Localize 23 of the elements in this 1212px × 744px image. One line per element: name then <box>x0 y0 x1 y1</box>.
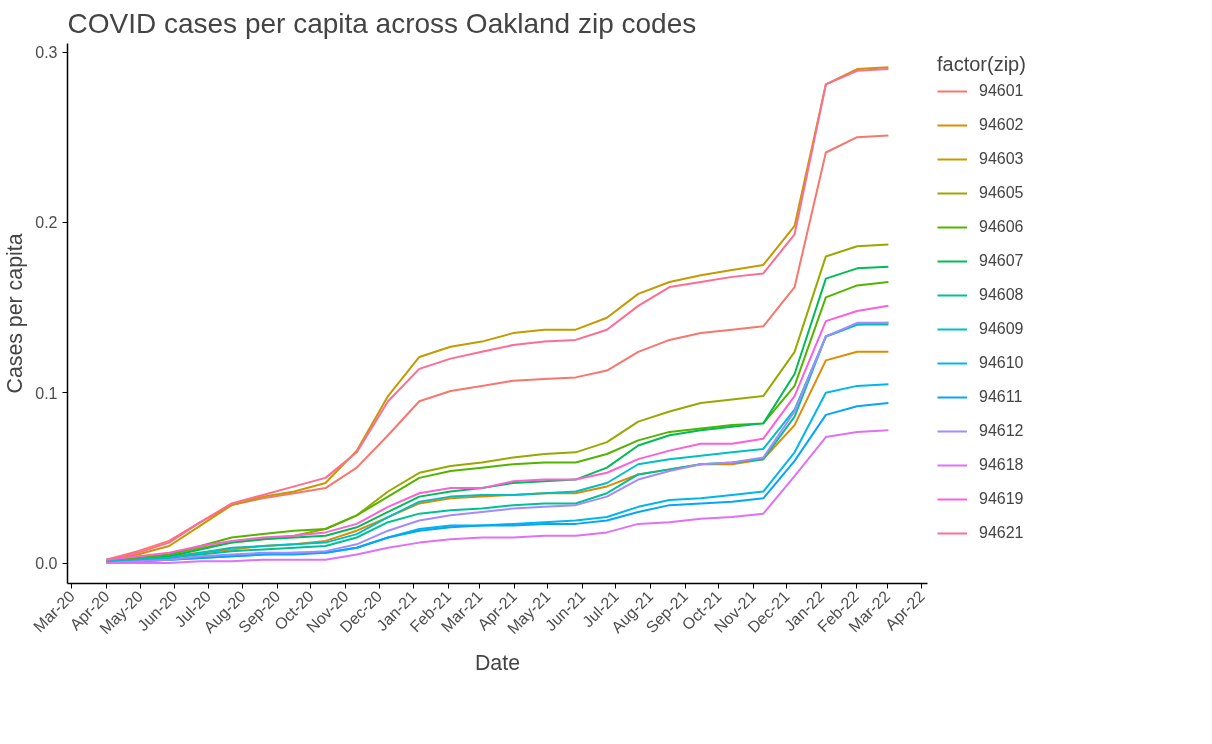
legend-label: 94612 <box>979 422 1024 440</box>
legend-label: 94601 <box>979 82 1024 100</box>
legend-label: 94609 <box>979 320 1024 338</box>
legend-label: 94611 <box>979 388 1023 406</box>
y-tick-label: 0.2 <box>35 214 58 232</box>
legend-label: 94607 <box>979 252 1024 270</box>
legend-label: 94605 <box>979 184 1024 202</box>
legend-label: 94610 <box>979 354 1024 372</box>
chart-title: COVID cases per capita across Oakland zip codes <box>67 7 697 39</box>
y-tick-label: 0.3 <box>35 44 58 62</box>
legend-title: factor(zip) <box>937 53 1026 76</box>
legend-label: 94603 <box>979 150 1024 168</box>
legend-label: 94618 <box>979 456 1024 474</box>
y-tick-label: 0.1 <box>35 384 58 402</box>
y-tick-label: 0.0 <box>35 555 58 573</box>
legend-label: 94619 <box>979 490 1024 508</box>
line-series <box>105 429 890 565</box>
legend-label: 94608 <box>979 286 1024 304</box>
legend-label: 94602 <box>979 116 1024 134</box>
legend-label: 94606 <box>979 218 1024 236</box>
x-axis-title: Date <box>474 651 521 676</box>
legend-label: 94621 <box>979 524 1024 542</box>
y-axis-title: Cases per capita <box>3 233 28 394</box>
